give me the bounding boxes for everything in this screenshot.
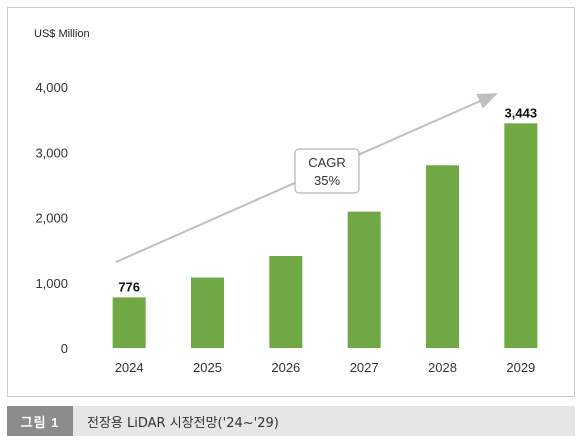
x-tick-label: 2028	[428, 360, 457, 375]
figure-number-badge: 그림 1	[7, 406, 73, 436]
chart-frame: US$ Million 0 1,000 2,000 3,000 4,000 2024 20…	[7, 7, 575, 397]
x-tick-label: 2025	[193, 360, 222, 375]
data-label: 3,443	[505, 105, 538, 120]
x-tick-label: 2029	[506, 360, 535, 375]
data-label: 776	[118, 279, 140, 294]
y-tick-label: 1,000	[35, 276, 68, 291]
y-tick-label: 0	[61, 341, 68, 356]
figure-caption: 그림 1 전장용 LiDAR 시장전망('24~'29)	[7, 406, 575, 436]
y-tick-label: 2,000	[35, 211, 68, 226]
figure-caption-text: 전장용 LiDAR 시장전망('24~'29)	[87, 415, 279, 431]
bar-chart: US$ Million 0 1,000 2,000 3,000 4,000 2024 20…	[34, 28, 538, 375]
cagr-label: CAGR	[308, 155, 346, 170]
bar-2029	[504, 123, 538, 348]
cagr-box	[294, 148, 360, 194]
unit-label: US$ Million	[34, 28, 90, 40]
y-tick-label: 3,000	[35, 145, 68, 160]
x-tick-label: 2024	[115, 360, 144, 375]
x-tick-label: 2026	[271, 360, 300, 375]
cagr-value: 35%	[314, 173, 340, 188]
y-tick-label: 4,000	[35, 80, 68, 95]
bar-2027	[347, 211, 381, 348]
bar-2025	[191, 277, 224, 348]
x-tick-label: 2027	[350, 360, 379, 375]
cagr-annotation: CAGR 35%	[294, 148, 360, 194]
bar-2028	[426, 165, 459, 348]
bar-2024	[112, 297, 146, 348]
bar-2026	[269, 255, 303, 348]
